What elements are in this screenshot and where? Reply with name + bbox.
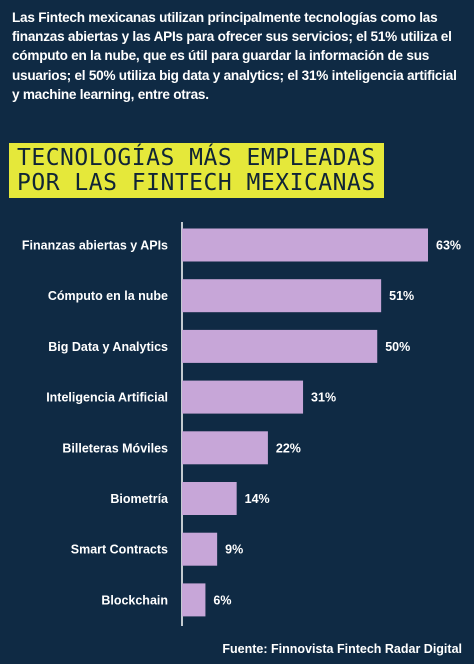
value-label-5: 14% bbox=[245, 492, 270, 506]
bar-1 bbox=[182, 279, 382, 313]
category-label-2: Big Data y Analytics bbox=[48, 340, 168, 354]
category-label-4: Billeteras Móviles bbox=[62, 441, 168, 455]
value-label-2: 50% bbox=[385, 340, 410, 354]
bar-2 bbox=[182, 329, 378, 363]
category-label-7: Blockchain bbox=[101, 593, 168, 607]
value-label-7: 6% bbox=[213, 593, 231, 607]
value-label-0: 63% bbox=[436, 239, 461, 253]
category-label-3: Inteligencia Artificial bbox=[46, 391, 168, 405]
value-label-6: 9% bbox=[225, 543, 243, 557]
bar-5 bbox=[182, 482, 237, 515]
category-label-6: Smart Contracts bbox=[71, 543, 168, 557]
bar-4 bbox=[182, 431, 268, 465]
source-note: Fuente: Finnovista Fintech Radar Digital bbox=[222, 642, 462, 656]
value-label-4: 22% bbox=[276, 441, 301, 455]
category-label-5: Biometría bbox=[110, 492, 169, 506]
category-label-1: Cómputo en la nube bbox=[48, 289, 168, 303]
chart-title: TECNOLOGÍAS MÁS EMPLEADAS POR LAS FINTEC… bbox=[9, 143, 384, 198]
value-label-1: 51% bbox=[389, 289, 414, 303]
bar-7 bbox=[182, 583, 206, 617]
bar-0 bbox=[182, 228, 428, 262]
value-label-3: 31% bbox=[311, 391, 336, 405]
category-label-0: Finanzas abiertas y APIs bbox=[22, 239, 168, 253]
bar-3 bbox=[182, 380, 304, 414]
chart-title-line-1: TECNOLOGÍAS MÁS EMPLEADAS bbox=[17, 145, 376, 171]
intro-text: Las Fintech mexicanas utilizan principal… bbox=[12, 10, 457, 102]
bar-6 bbox=[182, 532, 218, 566]
chart-title-line-2: POR LAS FINTECH MEXICANAS bbox=[17, 170, 376, 196]
